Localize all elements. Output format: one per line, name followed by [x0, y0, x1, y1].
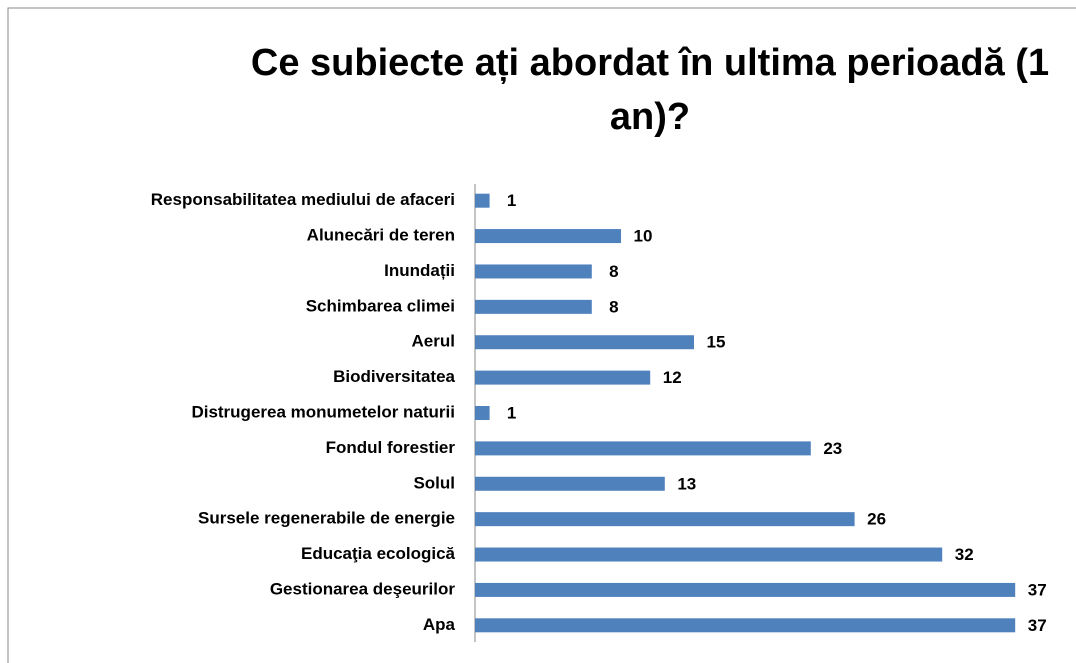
- data-label: 1: [507, 403, 516, 422]
- bar: [475, 335, 694, 350]
- data-label: 12: [663, 368, 682, 387]
- data-label: 10: [634, 227, 653, 246]
- y-tick-label: Gestionarea deşeurilor: [270, 579, 456, 598]
- data-label: 15: [707, 333, 726, 352]
- y-tick-label: Alunecări de teren: [307, 226, 455, 245]
- y-tick-label: Responsabilitatea mediului de afaceri: [151, 190, 455, 209]
- data-label: 8: [609, 262, 618, 281]
- bar: [475, 370, 651, 385]
- bar: [475, 582, 1016, 597]
- bar: [475, 193, 490, 208]
- bar: [475, 512, 855, 527]
- bar: [475, 264, 592, 279]
- y-tick-label: Aerul: [412, 332, 455, 351]
- bar: [475, 229, 621, 244]
- bar: [475, 299, 592, 314]
- y-tick-label: Biodiversitatea: [333, 367, 455, 386]
- data-label: 23: [823, 439, 842, 458]
- y-tick-label: Fondul forestier: [326, 438, 456, 457]
- y-tick-label: Sursele regenerabile de energie: [198, 509, 455, 528]
- y-tick-label: Inundații: [384, 261, 455, 280]
- y-tick-label: Apa: [423, 615, 456, 634]
- bar: [475, 406, 490, 420]
- chart-title: Ce subiecte ați abordat în ultima perioa…: [250, 42, 1050, 138]
- y-tick-label: Schimbarea climei: [306, 296, 455, 315]
- bar: [475, 618, 1016, 633]
- y-tick-label: Distrugerea monumetelor naturii: [191, 402, 455, 421]
- bar: [475, 476, 665, 491]
- data-label: 13: [677, 474, 696, 493]
- y-tick-label: Educaţia ecologică: [301, 544, 456, 563]
- data-label: 8: [609, 297, 618, 316]
- data-label: 37: [1028, 616, 1047, 635]
- data-label: 37: [1028, 580, 1047, 599]
- bar: [475, 441, 811, 456]
- data-label: 32: [955, 545, 974, 564]
- data-label: 26: [867, 510, 886, 529]
- y-tick-label: Solul: [413, 473, 455, 492]
- chart-border: [7, 7, 1076, 663]
- data-label: 1: [507, 191, 516, 210]
- bar: [475, 547, 943, 562]
